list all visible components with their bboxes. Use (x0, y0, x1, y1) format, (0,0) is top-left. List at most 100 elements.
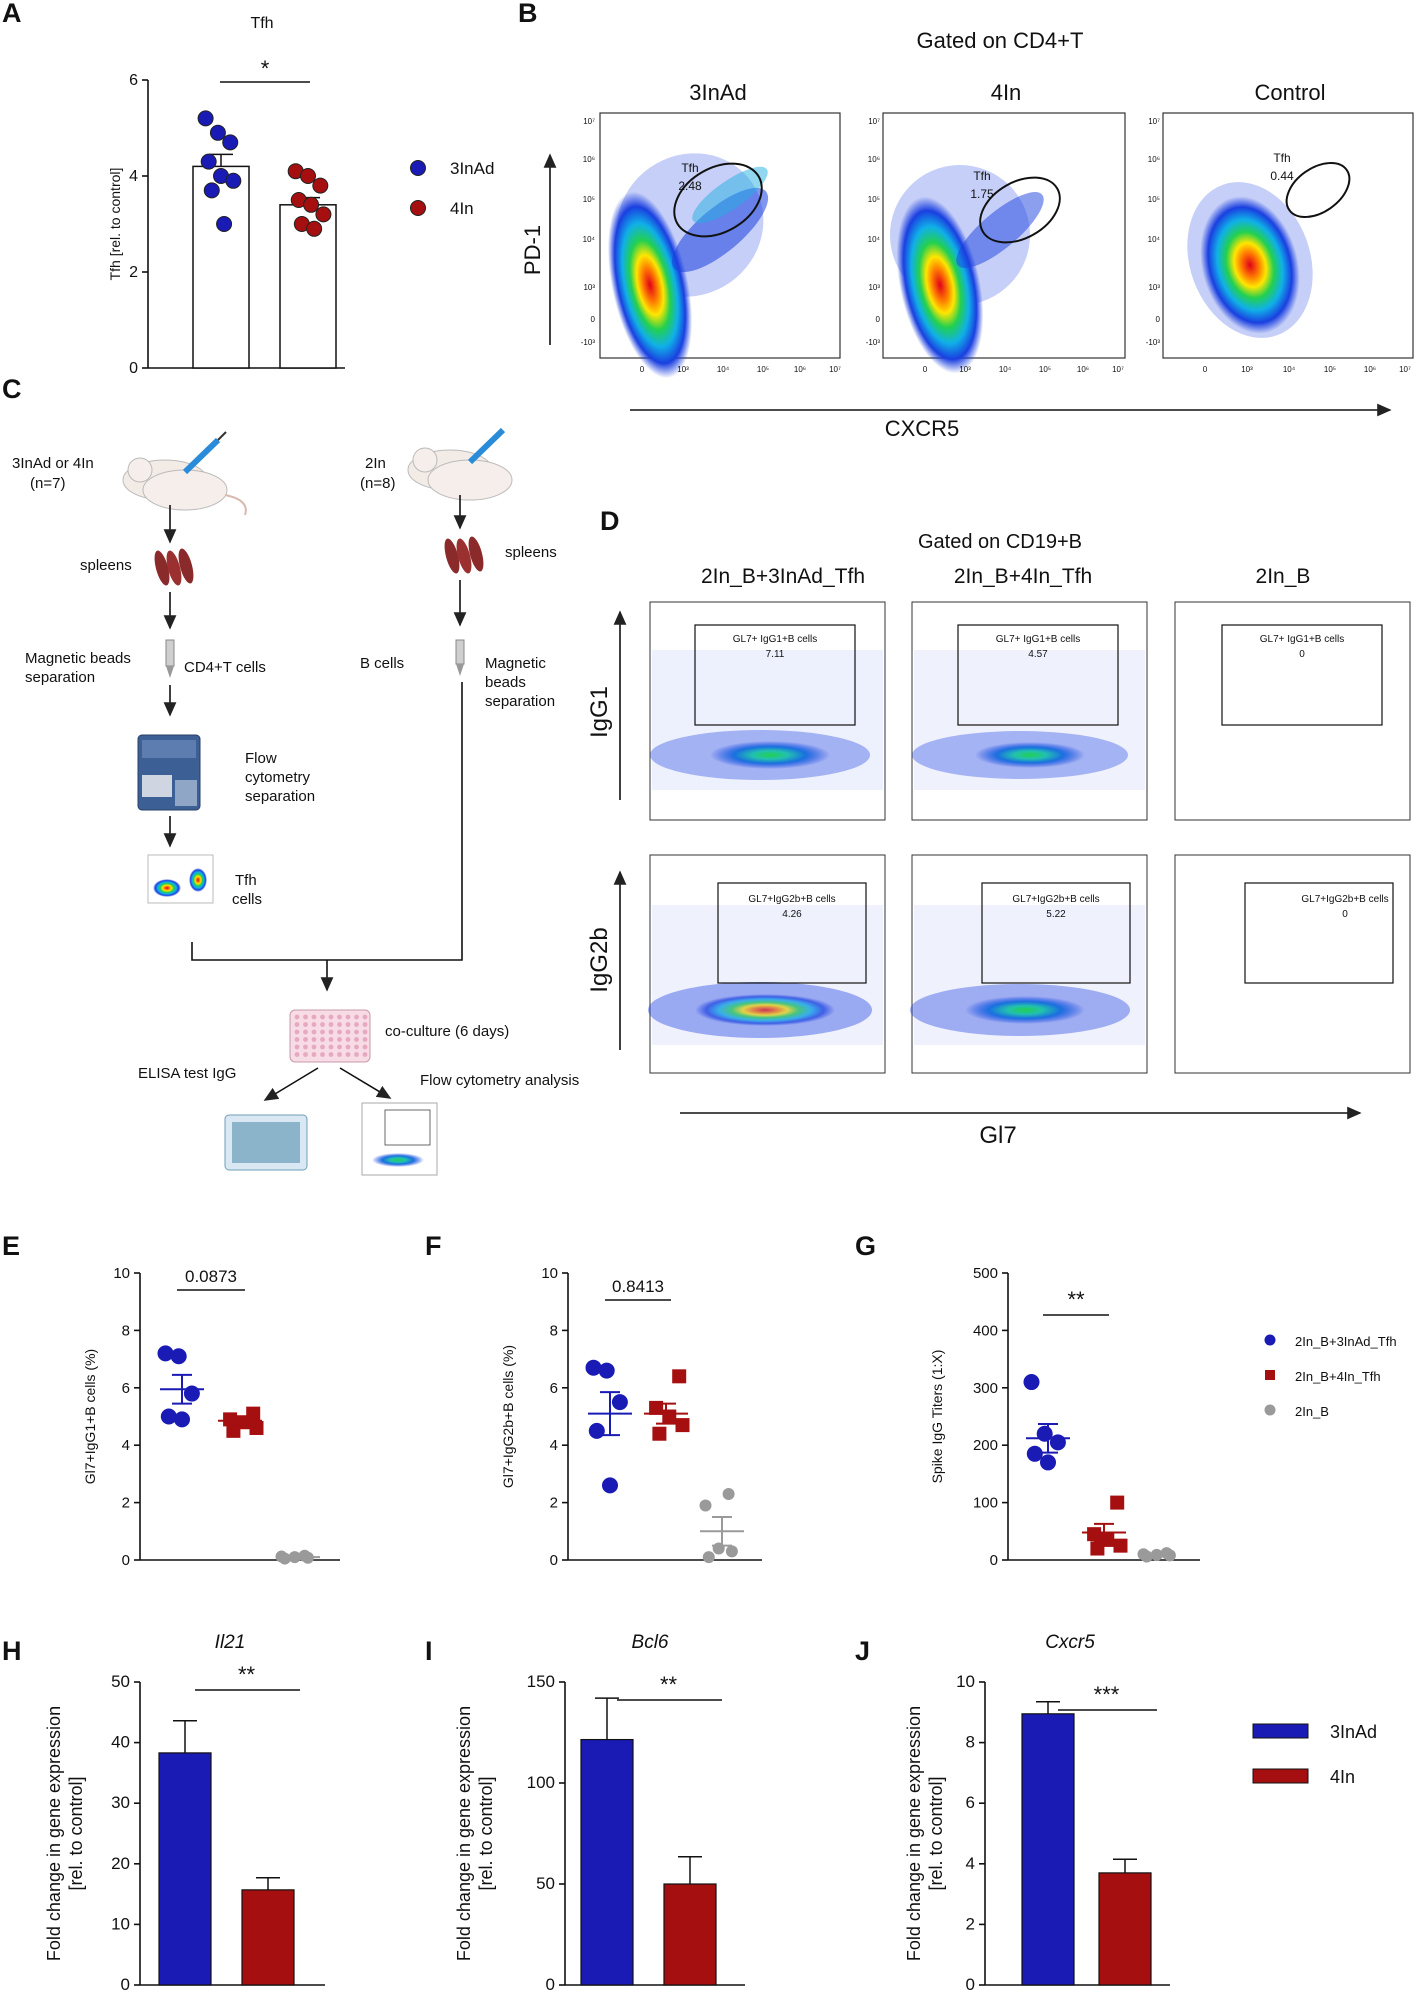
chart-e: 0 2 4 6 8 10 Gl7+IgG1+B cells (%) 0.0873 (82, 1265, 340, 1569)
d-col1-title: 2In_B+3InAd_Tfh (701, 565, 865, 588)
c-merge-line (191, 682, 463, 961)
y-tick-label: 2 (129, 264, 138, 281)
tube-left-icon (165, 639, 175, 678)
spleen-left-icon (154, 548, 194, 586)
y-tick-label: 4 (550, 1437, 558, 1454)
d-gate-r2c2 (981, 882, 1131, 984)
c-flow-l1: Flow (245, 750, 277, 767)
c-left-group-l2: (n=7) (30, 475, 65, 492)
data-point (1110, 1495, 1125, 1510)
plate-well (345, 1022, 351, 1027)
y-axis-label: Fold change in gene expression (904, 1706, 924, 1961)
b-y-tick-3: 10⁵ (583, 195, 595, 204)
panel-label-c: C (2, 374, 22, 404)
plate-well (328, 1044, 334, 1050)
data-point (585, 1359, 602, 1376)
legend-label: 3InAd (450, 159, 494, 178)
plate-well (294, 1052, 300, 1057)
d-col2-title: 2In_B+4In_Tfh (954, 565, 1092, 588)
plate-well (337, 1022, 342, 1027)
b3-x-tick-6: 10⁷ (1399, 365, 1411, 374)
c-mag-left-l1: Magnetic beads (25, 650, 131, 667)
y-tick-label: 10 (541, 1265, 558, 1282)
data-point (725, 1545, 738, 1558)
c-flow-l3: separation (245, 788, 315, 805)
data-point (315, 206, 332, 223)
data-point (588, 1422, 605, 1439)
d-xlabel: Gl7 (979, 1122, 1016, 1149)
plate-well (294, 1029, 300, 1035)
b-x-tick-5: 10⁶ (794, 365, 806, 374)
plate-well (294, 1044, 300, 1050)
b-x-tick-4: 10⁵ (757, 365, 769, 374)
plate-well (320, 1044, 325, 1050)
plate-well (362, 1052, 368, 1057)
d-gate-value-r2c1: 4.26 (782, 909, 802, 920)
y-tick-label: 2 (550, 1495, 558, 1512)
b2-x-tick-5: 10⁶ (1077, 365, 1089, 374)
data-point (197, 110, 214, 127)
chart-j: 0 2 4 6 8 10 Fold change in gene expression [re… (904, 1632, 1377, 1994)
legend-label: 4In (450, 199, 474, 218)
plate-well (337, 1014, 342, 1020)
plate-well (337, 1052, 342, 1057)
panel-label-d: D (600, 506, 620, 536)
plate-well (294, 1014, 300, 1020)
chart-a: 0 2 4 6 Tfh [rel. to control] Tfh * 3InAd 4In (107, 15, 494, 377)
significance-label: ** (660, 1672, 678, 1697)
data-point (203, 182, 220, 199)
culture-plate-icon (289, 1009, 371, 1063)
b2-x-tick-3: 10⁴ (999, 365, 1012, 374)
chart-title: Bcl6 (632, 1632, 669, 1653)
significance-label: ** (238, 1662, 256, 1687)
d-density-r2c1 (648, 905, 883, 1045)
bar-3InAd (158, 1752, 212, 1986)
y-axis-label: Fold change in gene expression (44, 1706, 64, 1961)
b-y-tick-1: 10⁷ (583, 117, 595, 126)
data-point (1036, 1425, 1053, 1442)
y-axis-label: Fold change in gene expression (454, 1706, 474, 1961)
y-tick-label: 8 (122, 1322, 130, 1339)
d-plot-r2c1 (649, 854, 886, 1074)
data-point (183, 1385, 200, 1402)
plate-well (337, 1029, 342, 1035)
legend-swatch (1252, 1723, 1309, 1739)
y-tick-label: 2 (122, 1495, 130, 1512)
panel-label-e: E (2, 1231, 20, 1261)
plate-well (303, 1037, 308, 1042)
spleen-right-icon (444, 536, 484, 574)
c-tfh-l1: Tfh (235, 872, 257, 889)
plate-well (311, 1014, 317, 1020)
b3-x-tick-2: 10³ (1241, 365, 1253, 374)
y-tick-label: 40 (111, 1733, 130, 1752)
plot-b-control-title: Control (1255, 80, 1326, 105)
plot-b-4in-frame (882, 112, 1126, 359)
bar-4In (1098, 1872, 1152, 1986)
plate-well (311, 1037, 317, 1042)
b-x-tick-6: 10⁷ (829, 365, 841, 374)
bar-4In (241, 1889, 295, 1986)
legend-swatch (1252, 1768, 1309, 1784)
data-point (174, 1411, 190, 1428)
b-y-tick-5: 10³ (583, 283, 595, 292)
y-tick-label: 0 (990, 1552, 998, 1569)
y-tick-label: 30 (111, 1793, 130, 1812)
b2-y-tick-7: -10³ (866, 338, 881, 347)
data-point (306, 220, 323, 237)
plate-well (294, 1022, 300, 1027)
y-tick-label: 20 (111, 1854, 130, 1873)
plate-well (311, 1044, 317, 1050)
y-tick-label: 150 (527, 1672, 555, 1691)
plate-well (345, 1037, 351, 1042)
d-gate-value-r1c2: 4.57 (1028, 649, 1048, 660)
plate-well (303, 1014, 308, 1020)
b-ylabel: PD-1 (520, 225, 545, 275)
b-y-tick-7: -10³ (581, 338, 596, 347)
legend-label: 2In_B+4In_Tfh (1295, 1369, 1381, 1384)
significance-label: 0.0873 (185, 1267, 237, 1286)
d-gate-r2c3 (1244, 882, 1394, 984)
plot-b-control-gate-value: 0.44 (1270, 169, 1294, 183)
y-tick-label: 0 (121, 1975, 130, 1994)
data-point (249, 1420, 264, 1435)
